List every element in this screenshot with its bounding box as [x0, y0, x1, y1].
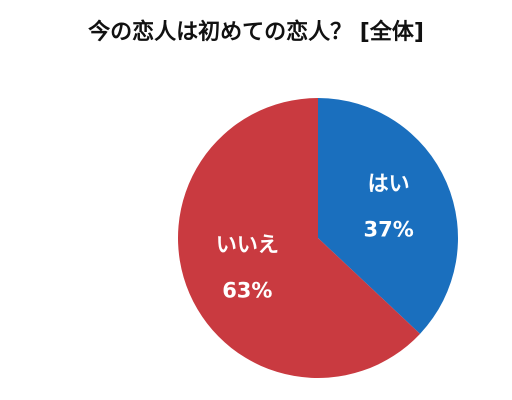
slice-category-label: いいえ [216, 233, 279, 257]
pie-slice [318, 98, 458, 334]
chart-title: 今の恋人は初めての恋人？ [全体] [88, 19, 424, 45]
slice-value-label: 63% [222, 279, 272, 303]
slice-category-label: はい [368, 171, 410, 195]
pie-slice [177, 98, 421, 378]
slice-value-label: 37% [364, 217, 414, 241]
